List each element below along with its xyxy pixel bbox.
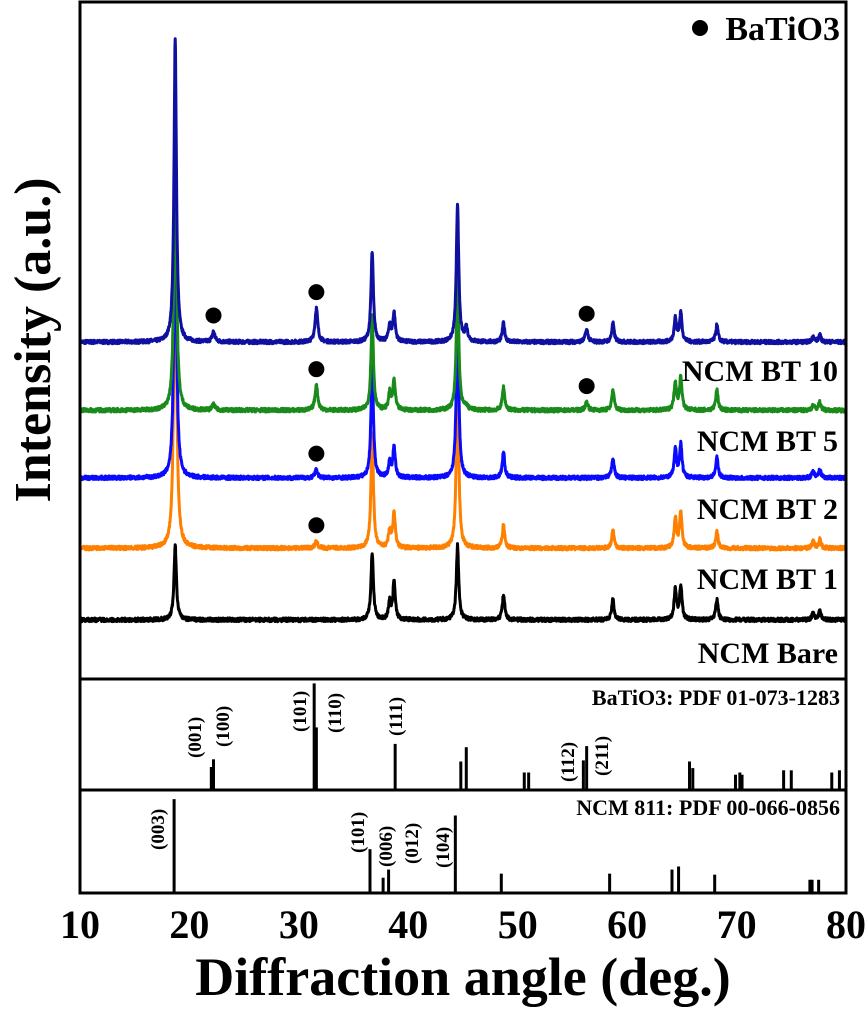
hkl-label: (110) — [325, 693, 346, 733]
hkl-label: (012) — [402, 823, 423, 864]
batio3-marker-icon — [308, 445, 325, 462]
reference-title: BaTiO3: PDF 01-073-1283 — [592, 685, 840, 710]
series-labels: NCM BT 10 NCM BT 5 NCM BT 2 NCM BT 1 NCM Bar… — [682, 355, 838, 670]
batio3-marker-icon — [308, 517, 325, 534]
xrd-trace-ncm-bt-10 — [78, 37, 848, 346]
batio3-marker-icon — [578, 378, 595, 395]
hkl-label: (104) — [433, 827, 454, 868]
batio3-marker-icon — [205, 307, 222, 324]
x-tick-label: 40 — [388, 902, 428, 947]
legend-label: BaTiO3 — [725, 11, 840, 48]
x-tick-label: 70 — [717, 902, 757, 947]
series-label: NCM BT 2 — [697, 493, 838, 526]
x-tick-label: 50 — [498, 902, 538, 947]
plot-frame — [78, 0, 848, 895]
hkl-label: (111) — [386, 697, 407, 736]
batio3-marker-icon — [308, 284, 325, 301]
legend: BaTiO3 — [692, 11, 840, 48]
x-tick-label: 60 — [607, 902, 647, 947]
series-label: NCM BT 5 — [697, 425, 838, 458]
batio3-marker-icon — [578, 305, 595, 322]
xrd-trace-ncm-bt-2 — [78, 158, 848, 482]
x-axis-label: Diffraction angle (deg.) — [195, 947, 730, 1007]
legend-marker-icon — [692, 20, 708, 36]
x-tick-label: 80 — [826, 902, 866, 947]
hkl-label: (101) — [348, 812, 369, 853]
batio3-marker-icon — [308, 361, 325, 378]
xrd-trace-ncm-bt-1 — [78, 162, 847, 552]
xrd-traces — [78, 37, 848, 624]
series-label: NCM Bare — [698, 637, 838, 670]
hkl-label: (006) — [376, 826, 397, 867]
y-axis-label: Intensity (a.u.) — [5, 177, 62, 502]
batio3-peak-markers — [205, 284, 595, 534]
hkl-label: (001) — [185, 717, 206, 758]
x-tick-label: 20 — [169, 902, 209, 947]
x-tick-label: 10 — [60, 902, 100, 947]
series-label: NCM BT 1 — [697, 563, 838, 596]
x-axis-ticks: 10 20 30 40 50 60 70 80 — [60, 902, 866, 947]
hkl-label: (101) — [290, 691, 311, 732]
reference-title: NCM 811: PDF 00-066-0856 — [576, 795, 840, 820]
series-label: NCM BT 10 — [682, 355, 838, 388]
xrd-trace-ncm-bare — [78, 542, 848, 624]
hkl-label: (211) — [592, 736, 613, 776]
xrd-trace-ncm-bt-5 — [78, 111, 848, 414]
plot-border — [78, 0, 848, 895]
hkl-label: (003) — [148, 809, 169, 850]
reference-patterns: (001) (100) (101) (110) (111) (112) (211) (003)… — [148, 683, 841, 892]
hkl-label: (112) — [558, 742, 579, 782]
hkl-label: (100) — [213, 706, 234, 747]
x-tick-label: 30 — [279, 902, 319, 947]
